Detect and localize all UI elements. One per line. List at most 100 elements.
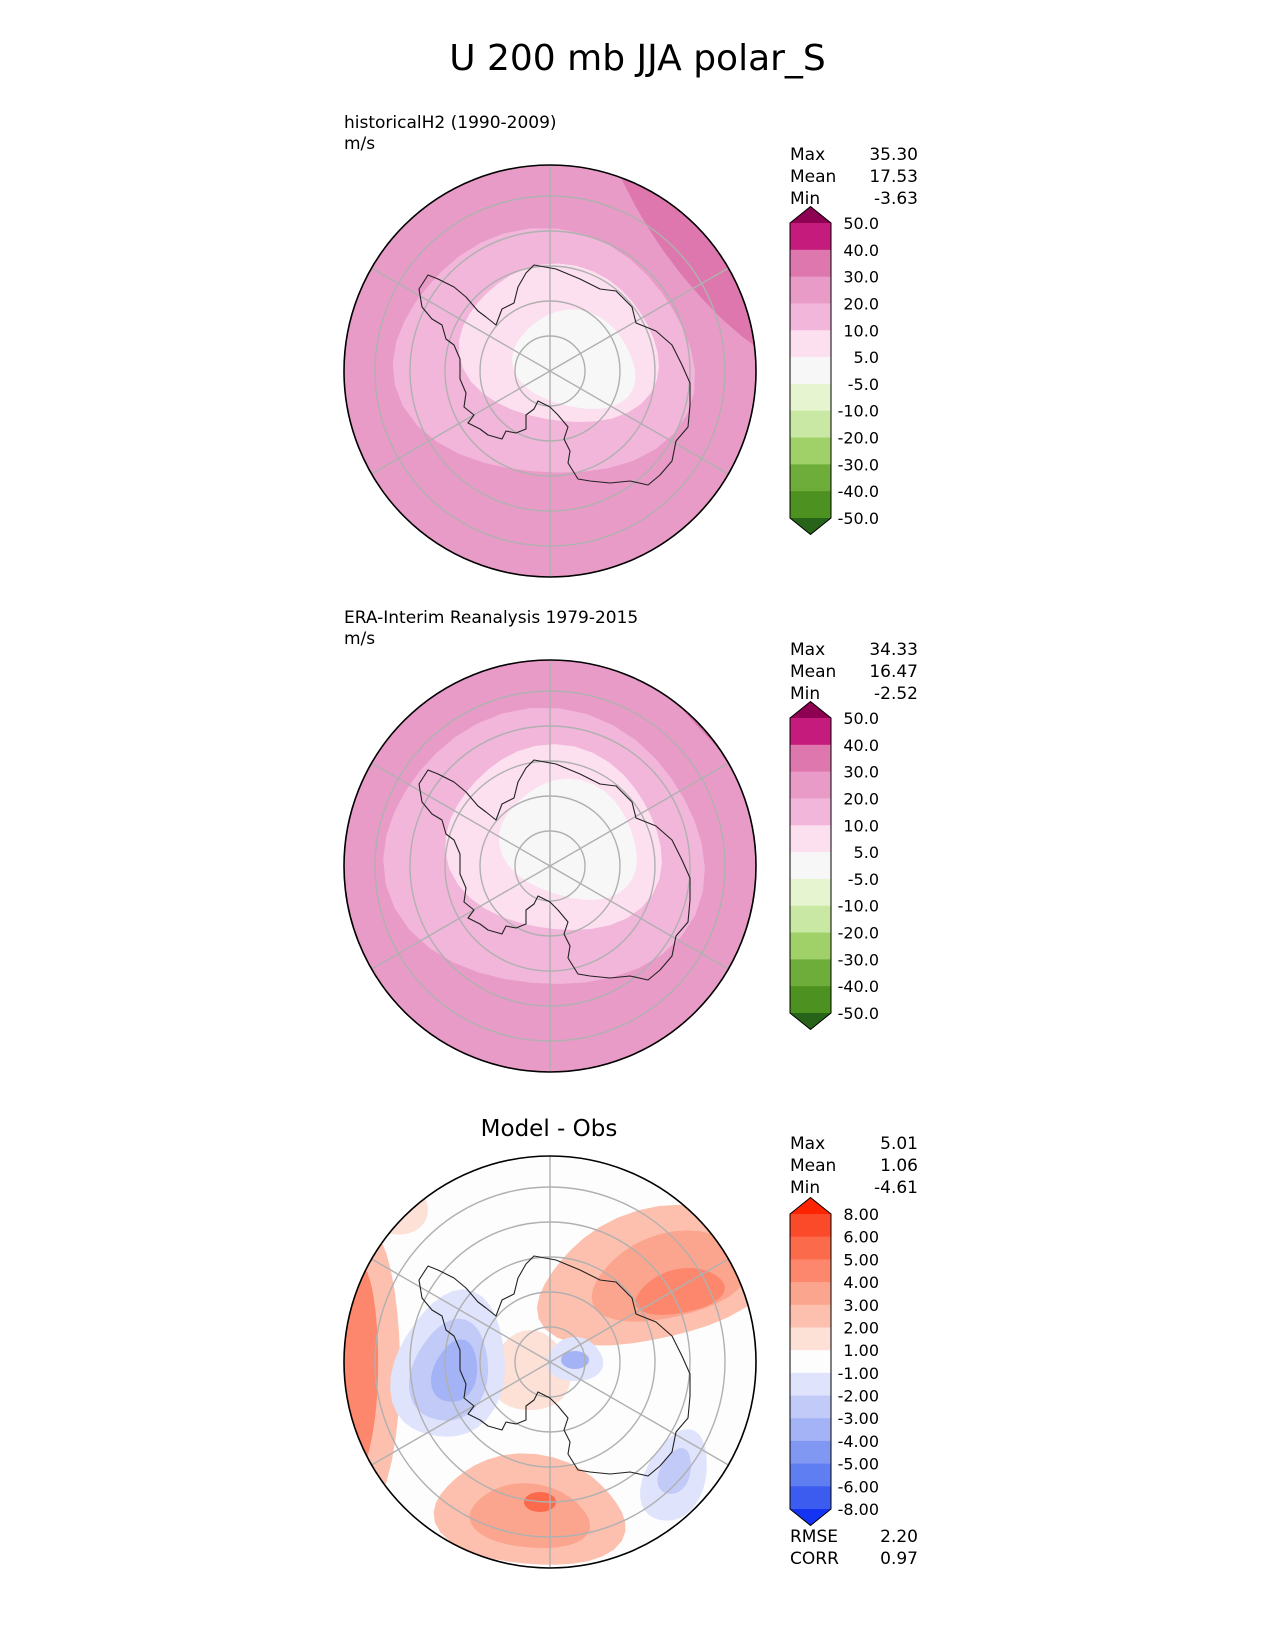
stat-label: Min	[790, 1178, 821, 1198]
stat-value: 17.53	[869, 167, 918, 187]
meridian-line	[371, 865, 551, 970]
antarctica-coastline	[418, 264, 691, 486]
colorbar-tick-label: -3.00	[838, 1409, 879, 1428]
colorbar-tick-label: -30.0	[838, 455, 879, 474]
model-units: m/s	[344, 134, 376, 154]
colorbar-segment	[790, 1463, 831, 1487]
colorbar-segment	[790, 410, 831, 439]
colorbar-obs: 50.0 40.0 30.0 20.0 10.0 5.0 -5.0 -10.0 -20.0 -30…	[789, 700, 879, 1031]
colorbar-segment	[790, 1372, 831, 1397]
stat-label: Min	[790, 684, 821, 704]
colorbar-outline	[789, 205, 832, 536]
meridian-line	[549, 762, 729, 867]
meridian-line	[371, 1361, 551, 1466]
colorbar-tick-label: -6.00	[838, 1477, 879, 1496]
colorbar-segment	[790, 303, 831, 331]
stat-value: -3.63	[874, 189, 918, 209]
colorbar-tick-label: -2.00	[838, 1387, 879, 1406]
colorbar-tick-label: -20.0	[838, 924, 879, 943]
colorbar-segment	[790, 491, 831, 519]
stat-label: Max	[790, 145, 826, 165]
colorbar-segment	[790, 798, 831, 826]
contour-band	[352, 1169, 428, 1235]
colorbar-outline	[789, 700, 832, 1031]
meridian-line	[549, 1361, 729, 1466]
stat-label: Mean	[790, 167, 837, 187]
colorbar-tick-label: 40.0	[843, 241, 879, 260]
colorbar-tick-label: 30.0	[843, 763, 879, 782]
colorbar-segment	[790, 1282, 831, 1306]
colorbar-segment	[790, 852, 831, 880]
colorbar-extend-min	[790, 1509, 831, 1526]
colorbar-tick-label: -10.0	[838, 897, 879, 916]
colorbar-segment	[790, 744, 831, 773]
colorbar-tick-label: -8.00	[838, 1500, 879, 1519]
colorbar-segment	[790, 1214, 831, 1238]
stat-value: 5.01	[880, 1134, 918, 1154]
colorbar-segment	[790, 383, 831, 412]
obs-units: m/s	[344, 629, 376, 649]
stat-label: Max	[790, 1134, 826, 1154]
stat-value: -2.52	[874, 684, 918, 704]
antarctica-coastline	[418, 1255, 691, 1477]
graticule	[371, 660, 729, 1072]
obs-panel-title: ERA-Interim Reanalysis 1979-2015 m/s	[344, 608, 638, 650]
colorbar-extend-max	[790, 701, 831, 718]
meridian-line	[549, 1258, 729, 1363]
colorbar-segment	[790, 825, 831, 853]
polar-map-model	[343, 164, 757, 578]
colorbar-tick-label: 8.00	[843, 1205, 879, 1224]
contour-band	[635, 1267, 725, 1315]
contour-band	[561, 1351, 589, 1369]
colorbar-tick-label: 50.0	[843, 214, 879, 233]
colorbar-segment	[790, 464, 831, 492]
graticule	[371, 165, 729, 577]
colorbar-tick-label: -5.0	[848, 375, 879, 394]
meridian-line	[549, 865, 729, 970]
meridian-line	[371, 1258, 551, 1363]
contour-band	[469, 1483, 590, 1548]
colorbar-segment	[790, 959, 831, 987]
colorbar-segment	[790, 1418, 831, 1442]
metric-label: RMSE	[790, 1527, 839, 1547]
stat-value: 1.06	[880, 1156, 918, 1176]
colorbar-tick-label: -4.00	[838, 1432, 879, 1451]
colorbar-segment	[790, 1395, 831, 1419]
contour-band	[512, 309, 636, 409]
colorbar-segment	[790, 357, 831, 385]
colorbar-tick-label: -50.0	[838, 1004, 879, 1023]
colorbar-tick-label: 1.00	[843, 1341, 879, 1360]
colorbar-segment	[790, 1486, 831, 1510]
colorbar-segment	[790, 1327, 831, 1351]
metric-label: CORR	[790, 1549, 839, 1569]
colorbar-segment	[790, 771, 831, 799]
model-title-line1: historicalH2 (1990-2009)	[344, 113, 557, 133]
colorbar-tick-label: 20.0	[843, 294, 879, 313]
colorbar-tick-label: -10.0	[838, 402, 879, 421]
colorbar-segment	[790, 1259, 831, 1283]
map-boundary	[343, 1155, 757, 1569]
colorbar-segment	[790, 330, 831, 358]
colorbar-tick-label: 30.0	[843, 268, 879, 287]
stat-label: Min	[790, 189, 821, 209]
meridian-line	[371, 762, 551, 867]
colorbar-tick-label: 5.0	[854, 843, 879, 862]
figure-title: U 200 mb JJA polar_S	[449, 38, 826, 79]
colorbar-outline	[789, 1196, 832, 1527]
colorbar-segment	[790, 249, 831, 278]
colorbar-tick-label: 3.00	[843, 1296, 879, 1315]
colorbar-segment	[790, 905, 831, 934]
stat-value: -4.61	[874, 1178, 918, 1198]
colorbar-segment	[790, 276, 831, 304]
colorbar-tick-label: -40.0	[838, 977, 879, 996]
colorbar-tick-label: -1.00	[838, 1364, 879, 1383]
colorbar-model: 50.0 40.0 30.0 20.0 10.0 5.0 -5.0 -10.0 -20.0 -30…	[789, 205, 879, 536]
map-boundary	[343, 164, 757, 578]
colorbar-tick-label: -20.0	[838, 429, 879, 448]
diff-panel-title: Model - Obs	[480, 1116, 618, 1142]
colorbar-segment	[790, 878, 831, 907]
colorbar-tick-label: 10.0	[843, 321, 879, 340]
metric-value: 0.97	[880, 1549, 918, 1569]
graticule	[371, 1156, 729, 1568]
